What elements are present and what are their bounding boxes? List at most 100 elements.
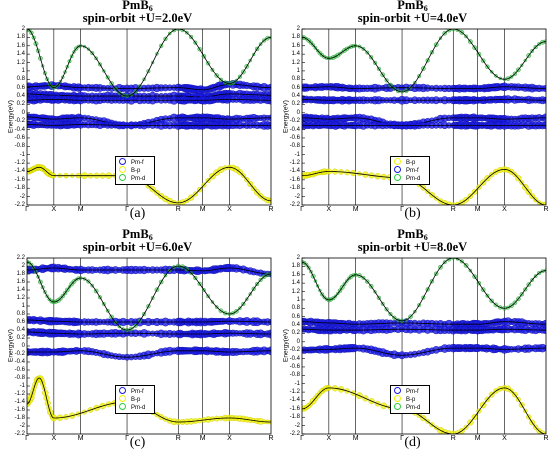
- y-tick-label: -2: [19, 423, 25, 429]
- band-pm-d-5: [27, 259, 271, 333]
- title-main: PmB: [122, 227, 149, 241]
- legend: Pm-f B-p Pm-d: [115, 155, 155, 185]
- panel-caption: (d): [404, 435, 421, 450]
- legend-marker-icon: [394, 395, 401, 403]
- y-tick-label: -1.4: [14, 399, 25, 405]
- y-tick-label: 0.6: [16, 319, 25, 325]
- legend-label: B-p: [406, 159, 416, 166]
- y-tick-label: -0.2: [289, 347, 300, 354]
- legend-label: Pm-d: [406, 405, 421, 412]
- bands-layer: [27, 29, 271, 205]
- band-line: [302, 117, 546, 126]
- legend-label: Pm-d: [406, 176, 421, 183]
- y-tick-label: -0.2: [289, 118, 300, 125]
- band-pm-f-1: [302, 95, 546, 105]
- y-tick-label: -1.4: [289, 168, 300, 175]
- band-line: [27, 124, 271, 126]
- legend-marker-icon: [394, 386, 401, 394]
- x-tick-label: X: [227, 206, 232, 213]
- x-tick-label: Γ: [25, 206, 29, 213]
- band-plot: [26, 257, 272, 435]
- band-panel-4: PmB6 spin-orbit +U=8.0eV (d) 2 1.8 1.6 1.4 1.2 1…: [275, 228, 550, 458]
- title-main: PmB: [397, 0, 424, 12]
- x-tick-label: Γ: [25, 435, 29, 442]
- y-tick-label: -0.6: [289, 363, 300, 370]
- band-panel-3: PmB6 spin-orbit +U=6.0eV (c) 2.2 2 1.8 1.6 1.4 1…: [0, 228, 275, 458]
- y-tick-label: 0: [21, 343, 25, 349]
- legend-entry: B-p: [394, 157, 416, 166]
- y-tick-label: -1.2: [14, 160, 25, 167]
- legend-entry: Pm-f: [394, 166, 419, 174]
- y-tick-label: 1: [296, 67, 300, 74]
- band-panel-1: PmB6 spin-orbit +U=2.0eV (a) 2 1.8 1.6 1.4 1.2 1…: [0, 0, 275, 229]
- legend-entry: Pm-d: [394, 403, 420, 411]
- band-line: [27, 267, 271, 275]
- y-tick-label: 1.6: [291, 271, 300, 278]
- y-tick-label: 0.6: [291, 313, 300, 320]
- panel-title: PmB6: [0, 228, 275, 244]
- y-tick-label: -1.8: [289, 185, 300, 192]
- y-tick-label: -1.6: [14, 407, 25, 413]
- y-tick-label: 1.2: [16, 59, 25, 66]
- band-plot: [26, 28, 272, 206]
- y-tick-label: -1.8: [289, 414, 300, 421]
- legend: B-p Pm-f Pm-d: [390, 155, 430, 185]
- y-tick-label: -1.6: [14, 176, 25, 183]
- legend-entry: B-p: [119, 395, 140, 403]
- y-tick-label: 2: [296, 255, 300, 261]
- plot-frame: [301, 257, 547, 435]
- y-tick-label: 0: [296, 338, 300, 345]
- x-tick-label: M: [77, 206, 84, 213]
- legend-entry: Pm-f: [119, 157, 144, 166]
- x-tick-label: R: [450, 206, 456, 213]
- x-tick-label: Γ: [400, 206, 404, 213]
- band-line: [302, 99, 546, 101]
- y-tick-label: -0.2: [14, 351, 25, 357]
- band-pm-f-2: [302, 113, 546, 130]
- y-tick-label: 0.2: [16, 101, 25, 108]
- band-pm-f-1: [302, 325, 546, 335]
- x-tick-label: R: [543, 206, 549, 213]
- y-tick-label: -0.4: [14, 126, 25, 133]
- x-tick-label: X: [51, 435, 57, 442]
- legend-entry: Pm-d: [119, 403, 145, 411]
- y-tick-label: 0.4: [16, 327, 25, 333]
- title-subscript: 6: [148, 4, 153, 13]
- y-tick-label: 1.6: [16, 279, 25, 285]
- band-pm-f-0: [27, 263, 271, 278]
- legend-entry: Pm-f: [394, 386, 419, 395]
- legend-label: Pm-f: [131, 388, 144, 395]
- x-tick-label: R: [268, 435, 274, 442]
- legend-label: Pm-d: [131, 176, 146, 183]
- y-tick-label: 2: [21, 263, 25, 269]
- x-tick-label: R: [450, 435, 456, 442]
- legend-marker-icon: [394, 166, 401, 174]
- y-tick-label: 0.8: [291, 76, 300, 83]
- y-tick-label: 0.4: [291, 93, 300, 100]
- band-line: [302, 168, 546, 205]
- x-tick-label: R: [543, 435, 549, 442]
- x-tick-label: R: [175, 435, 181, 442]
- legend-marker-icon: [119, 157, 126, 165]
- x-tick-label: M: [474, 206, 481, 213]
- y-tick-label: 0.2: [291, 101, 300, 108]
- band-plot: [301, 28, 547, 206]
- band-line: [302, 387, 546, 434]
- legend-label: Pm-f: [406, 168, 419, 175]
- y-tick-label: 1.6: [16, 42, 25, 49]
- band-pm-f-0: [27, 80, 271, 95]
- plot-frame: [301, 28, 547, 206]
- x-tick-label: Γ: [400, 435, 404, 442]
- y-tick-label: 1.8: [291, 263, 300, 270]
- band-plot: [301, 257, 547, 435]
- legend-label: Pm-f: [406, 388, 419, 395]
- y-tick-label: -1.2: [289, 389, 300, 396]
- x-tick-label: R: [175, 206, 181, 213]
- legend: Pm-f B-p Pm-d: [390, 384, 430, 414]
- band-line: [302, 86, 546, 89]
- y-tick-label: 0.8: [16, 311, 25, 317]
- y-tick-label: 1.8: [16, 271, 25, 277]
- band-line: [27, 350, 271, 358]
- y-tick-label: -0.4: [289, 355, 300, 362]
- y-axis-label: Energy(eV): [7, 329, 15, 362]
